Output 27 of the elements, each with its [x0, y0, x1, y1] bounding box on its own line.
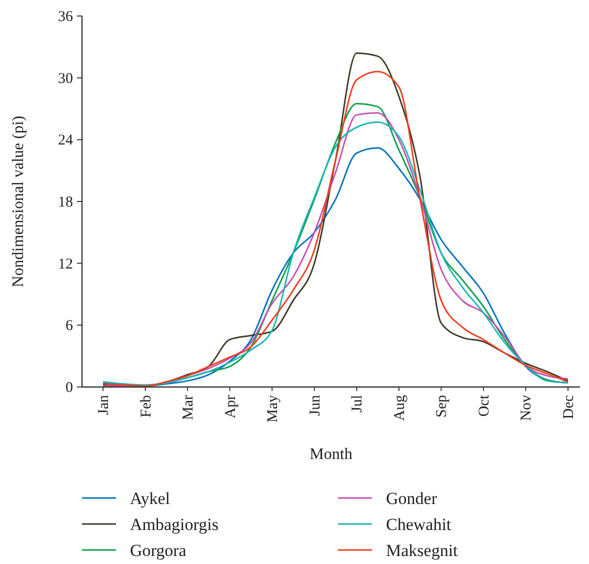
y-tick-label: 30 — [58, 70, 73, 87]
x-tick-label: Jun — [307, 394, 324, 416]
y-tick-label: 24 — [58, 132, 74, 149]
legend-label: Gonder — [386, 489, 438, 508]
x-tick-label: Dec — [561, 394, 577, 420]
y-tick-label: 36 — [58, 9, 74, 25]
y-axis-title: Nondimensional value (pi) — [10, 116, 27, 288]
x-tick-label: Feb — [138, 395, 154, 418]
legend-label: Maksegnit — [386, 541, 458, 560]
x-tick-label: Mar — [180, 395, 197, 420]
x-axis-title: Month — [310, 446, 352, 463]
legend-label: Chewahit — [386, 515, 452, 534]
legend-label: Ambagiorgis — [130, 515, 218, 534]
x-tick-label: Apr — [222, 394, 239, 418]
x-tick-label: Jul — [350, 395, 366, 413]
x-tick-label: Aug — [392, 394, 408, 421]
x-tick-label: Sep — [434, 395, 450, 418]
x-tick-label: Nov — [518, 394, 535, 421]
y-tick-label: 12 — [58, 256, 73, 272]
y-tick-label: 0 — [66, 380, 73, 396]
x-tick-label: Oct — [476, 394, 492, 417]
x-tick-label: Jan — [96, 394, 112, 415]
y-tick-label: 6 — [66, 318, 74, 334]
x-tick-label: May — [265, 394, 282, 422]
legend-label: Gorgora — [130, 541, 187, 560]
legend-label: Aykel — [130, 489, 170, 508]
y-tick-label: 18 — [58, 194, 73, 210]
